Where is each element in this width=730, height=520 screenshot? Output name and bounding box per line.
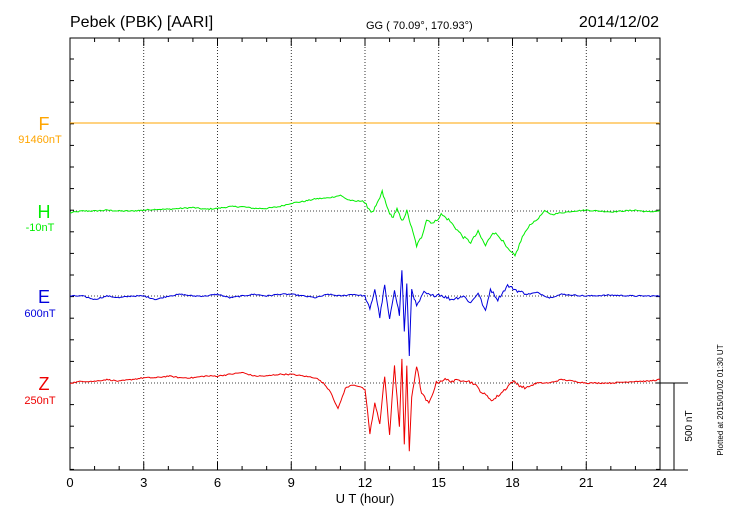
plot-timestamp: Plotted at 2015/01/02 01:30 UT [716,344,725,455]
series-baseline-h: -10nT [26,222,55,234]
series-baseline-f: 91460nT [18,134,62,146]
station-title: Pebek (PBK) [AARI] [70,14,213,31]
x-tick-labels: 0 3 6 9 12 15 18 21 24 [66,475,667,490]
x-tick-label-24: 24 [653,475,667,490]
x-tick-label-9: 9 [288,475,295,490]
series-line-z [70,358,661,452]
x-tick-label-3: 3 [140,475,147,490]
x-axis-label: U T (hour) [336,491,395,506]
series-line-e [69,270,661,357]
x-tick-label-0: 0 [66,475,73,490]
series-layer [69,122,661,452]
x-tick-label-21: 21 [579,475,593,490]
x-tick-label-6: 6 [214,475,221,490]
date-label: 2014/12/02 [579,14,659,31]
scale-bar-label: 500 nT [684,410,695,441]
series-baseline-z: 250nT [24,395,55,407]
coordinates-label: GG ( 70.09°, 170.93°) [366,20,473,32]
series-line-h [69,188,661,257]
x-tick-label-15: 15 [432,475,446,490]
x-tick-label-12: 12 [358,475,372,490]
series-baseline-e: 600nT [24,308,55,320]
series-name-e: E [38,287,50,307]
series-name-z: Z [39,374,50,394]
scale-bar: 500 nT [660,382,695,471]
vertical-gridlines [143,38,587,470]
series-name-h: H [38,202,51,222]
series-name-f: F [39,114,50,134]
axis-ticks [69,38,661,470]
x-tick-label-18: 18 [505,475,519,490]
